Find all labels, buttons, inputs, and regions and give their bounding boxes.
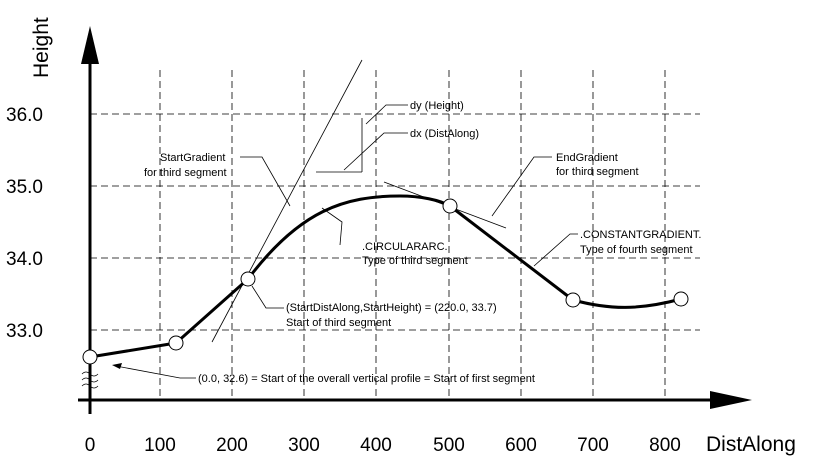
point-3	[442, 198, 458, 214]
profile-segment-4	[449, 204, 574, 302]
x-axis-title: DistAlong	[706, 433, 796, 456]
profile-segment-2	[175, 277, 249, 345]
leader-circular-arc	[321, 207, 343, 246]
label-circular-arc-1: .CIRCULARARC.	[362, 241, 448, 253]
label-start-third-1: (StartDistAlong,StartHeight) = (220.0, 3…	[286, 302, 497, 314]
leader-lines	[112, 104, 578, 379]
profile-segment-5	[572, 297, 682, 309]
x-tick-700: 700	[577, 435, 609, 456]
y-tick-33: 33.0	[6, 321, 43, 342]
x-tick-800: 800	[649, 435, 681, 456]
leader-end-gradient	[491, 156, 552, 217]
axes	[78, 26, 752, 414]
y-tick-labels: 36.0 35.0 34.0 33.0	[6, 105, 43, 342]
y-axis-arrow	[81, 26, 99, 64]
label-constant-gradient-2: Type of fourth segment	[580, 244, 693, 256]
point-1	[168, 335, 184, 351]
x-tick-300: 300	[288, 435, 320, 456]
label-circular-arc-2: Type of third segment	[362, 255, 468, 267]
label-dx: dx (DistAlong)	[410, 128, 479, 140]
profile-points	[82, 198, 689, 365]
leader-start-profile	[115, 365, 196, 379]
leader-dx	[343, 132, 408, 171]
x-tick-200: 200	[216, 435, 248, 456]
label-constant-gradient-1: .CONSTANTGRADIENT.	[580, 229, 701, 241]
label-start-gradient-1: StartGradient	[160, 152, 225, 164]
label-start-gradient-2: for third segment	[144, 167, 227, 179]
point-4	[565, 292, 581, 308]
y-axis-title: Height	[30, 17, 53, 78]
annotations: dy (Height) dx (DistAlong) StartGradient…	[144, 100, 701, 385]
x-tick-500: 500	[433, 435, 465, 456]
x-tick-600: 600	[505, 435, 537, 456]
profile-segment-3-arc	[246, 194, 451, 280]
leader-constant-gradient	[533, 233, 578, 267]
point-5	[673, 291, 689, 307]
point-0	[82, 349, 98, 365]
label-end-gradient-2: for third segment	[556, 166, 639, 178]
profile-segment-1	[89, 341, 177, 359]
y-tick-35: 35.0	[6, 177, 43, 198]
label-start-profile: (0.0, 32.6) = Start of the overall verti…	[198, 373, 535, 385]
leader-dy	[365, 104, 408, 125]
label-dy: dy (Height)	[410, 100, 464, 112]
x-tick-labels: 0 100 200 300 400 500 600 700 800	[85, 435, 681, 456]
leader-start-gradient	[240, 156, 291, 207]
x-axis-arrow	[710, 391, 752, 409]
x-tick-400: 400	[360, 435, 392, 456]
y-tick-34: 34.0	[6, 249, 43, 270]
label-end-gradient-1: EndGradient	[556, 152, 618, 164]
x-tick-100: 100	[144, 435, 176, 456]
x-tick-0: 0	[85, 435, 96, 456]
y-tick-36: 36.0	[6, 105, 43, 126]
label-start-third-2: Start of third segment	[286, 317, 391, 329]
axis-break-icon	[81, 371, 99, 389]
leader-start-profile-arrow	[112, 363, 122, 369]
leader-start-third	[251, 285, 284, 309]
point-2	[240, 271, 256, 287]
